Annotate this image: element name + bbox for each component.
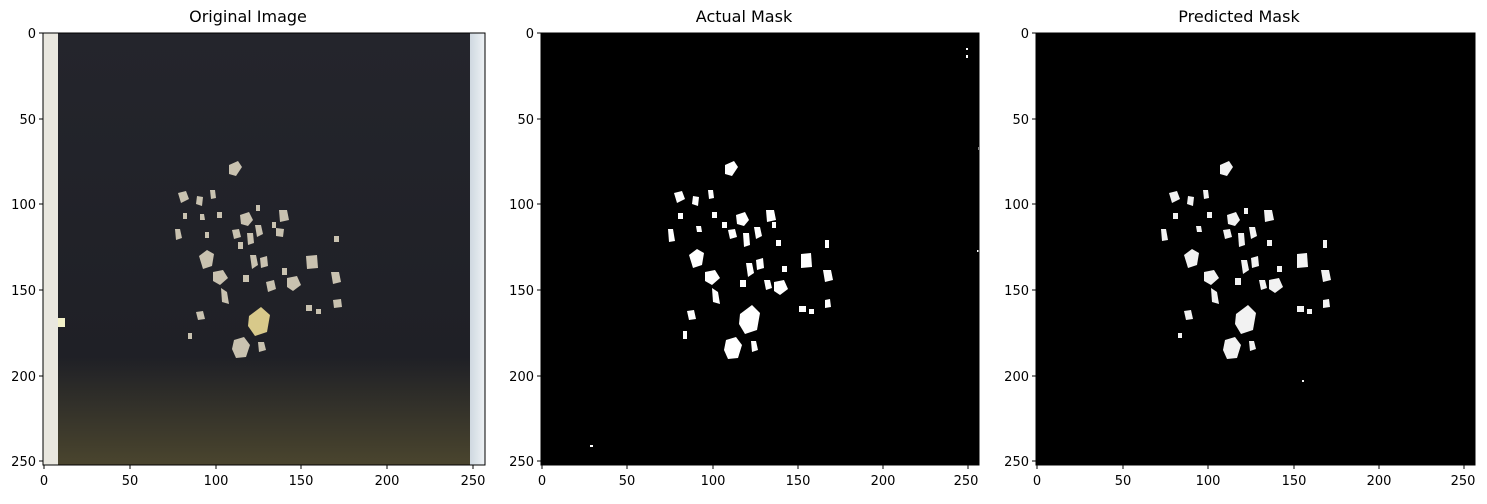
y-tick-label: 200 bbox=[1004, 370, 1029, 385]
x-tick-label: 150 bbox=[786, 474, 811, 489]
x-tick-label: 250 bbox=[1451, 474, 1476, 489]
gold-rock bbox=[248, 307, 270, 336]
x-tick-label: 50 bbox=[122, 474, 139, 489]
y-tick-label: 50 bbox=[1012, 113, 1029, 128]
y-tick-label: 250 bbox=[509, 455, 534, 470]
panel-original-image: Original Image bbox=[0, 0, 496, 504]
image-left-edge bbox=[43, 33, 58, 465]
original-image bbox=[43, 33, 485, 465]
panel-title: Original Image bbox=[189, 7, 307, 26]
panel-title: Actual Mask bbox=[695, 7, 793, 26]
y-tick-label: 50 bbox=[517, 113, 534, 128]
x-tick-label: 100 bbox=[1196, 474, 1221, 489]
x-tick-label: 0 bbox=[1033, 474, 1041, 489]
actual-mask-plot: 0 50 100 150 200 250 0 50 100 150 200 25… bbox=[509, 27, 980, 489]
x-tick-label: 0 bbox=[538, 474, 546, 489]
x-tick-label: 200 bbox=[1367, 474, 1392, 489]
mask-blobs bbox=[590, 48, 979, 447]
y-tick-label: 250 bbox=[11, 455, 36, 470]
x-tick-label: 250 bbox=[461, 474, 486, 489]
predicted-mask-plot: 0 50 100 150 200 250 0 50 100 150 200 25… bbox=[1004, 27, 1476, 489]
x-tick-label: 250 bbox=[954, 474, 979, 489]
y-tick-label: 250 bbox=[1004, 455, 1029, 470]
y-tick-label: 150 bbox=[1004, 284, 1029, 299]
predicted-mask-image bbox=[1036, 33, 1475, 465]
original-image-plot: 0 50 100 150 200 250 0 50 100 150 200 25… bbox=[11, 27, 486, 489]
axes-frame bbox=[540, 32, 980, 466]
y-tick-label: 0 bbox=[1021, 27, 1029, 42]
y-tick-label: 150 bbox=[509, 284, 534, 299]
y-tick-label: 0 bbox=[526, 27, 534, 42]
x-tick-label: 0 bbox=[40, 474, 48, 489]
y-tick-label: 100 bbox=[11, 198, 36, 213]
panel-title: Predicted Mask bbox=[1178, 7, 1300, 26]
x-tick-label: 200 bbox=[375, 474, 400, 489]
x-tick-label: 150 bbox=[1282, 474, 1307, 489]
panel-predicted-mask: Predicted Mask bbox=[991, 0, 1487, 504]
x-tick-label: 100 bbox=[204, 474, 229, 489]
y-tick-label: 150 bbox=[11, 284, 36, 299]
y-tick-label: 100 bbox=[1004, 198, 1029, 213]
image-right-edge bbox=[470, 33, 485, 465]
actual-mask-image bbox=[541, 33, 979, 465]
axes-frame bbox=[1035, 32, 1476, 466]
x-tick-label: 50 bbox=[619, 474, 636, 489]
x-tick-label: 50 bbox=[1115, 474, 1132, 489]
x-tick-label: 150 bbox=[289, 474, 314, 489]
image-marker bbox=[58, 318, 65, 327]
x-tick-label: 100 bbox=[701, 474, 726, 489]
panel-actual-mask: Actual Mask bbox=[496, 0, 992, 504]
y-tick-label: 200 bbox=[11, 370, 36, 385]
x-tick-label: 200 bbox=[871, 474, 896, 489]
y-tick-label: 50 bbox=[19, 113, 36, 128]
mask-blobs bbox=[1161, 161, 1331, 382]
y-tick-label: 0 bbox=[28, 27, 36, 42]
rock-fragments bbox=[175, 161, 342, 358]
axes-frame bbox=[42, 32, 486, 466]
y-tick-label: 100 bbox=[509, 198, 534, 213]
y-tick-label: 200 bbox=[509, 370, 534, 385]
